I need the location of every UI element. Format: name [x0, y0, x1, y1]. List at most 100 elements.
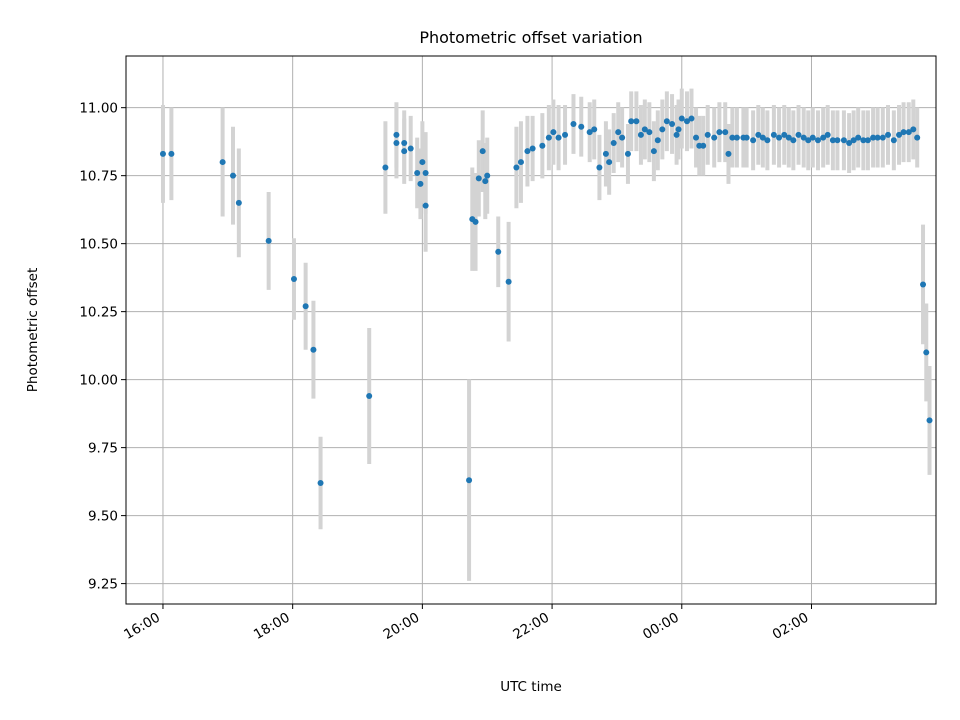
data-point: [659, 126, 666, 133]
data-point: [417, 180, 424, 187]
data-point: [860, 137, 867, 144]
data-point: [820, 134, 827, 141]
data-point: [466, 477, 473, 484]
data-point: [393, 131, 400, 138]
data-point: [422, 202, 429, 209]
data-point: [785, 134, 792, 141]
data-point: [776, 134, 783, 141]
data-point: [759, 134, 766, 141]
data-point: [855, 134, 862, 141]
data-point: [870, 134, 877, 141]
data-point: [419, 159, 426, 166]
data-point: [755, 131, 762, 138]
y-tick-label: 10.00: [79, 373, 118, 389]
data-point: [310, 346, 317, 353]
data-point: [914, 134, 921, 141]
data-point: [628, 118, 635, 125]
data-point: [401, 140, 408, 147]
data-point: [683, 118, 690, 125]
data-point: [646, 129, 653, 136]
data-point: [482, 178, 489, 185]
data-point: [673, 131, 680, 138]
data-point: [302, 303, 309, 310]
data-point: [764, 137, 771, 144]
data-point: [529, 145, 536, 152]
y-axis-ticks: 9.25 9.50 9.75 10.00 10.25 10.50 10.75 11.00: [79, 101, 126, 593]
data-points: [159, 115, 933, 486]
data-point: [591, 126, 598, 133]
data-point: [633, 118, 640, 125]
data-point: [675, 126, 682, 133]
data-point: [790, 137, 797, 144]
y-tick-label: 9.50: [88, 509, 118, 525]
data-point: [401, 148, 408, 155]
data-point: [864, 137, 871, 144]
data-point: [545, 134, 552, 141]
data-point: [524, 148, 531, 155]
y-tick-label: 10.50: [79, 237, 118, 253]
data-point: [578, 123, 585, 130]
data-point: [800, 134, 807, 141]
data-point: [722, 129, 729, 136]
data-point: [824, 131, 831, 138]
data-point: [624, 150, 631, 157]
data-point: [795, 131, 802, 138]
data-point: [475, 175, 482, 182]
data-point: [586, 129, 593, 136]
data-point: [743, 134, 750, 141]
data-point: [834, 137, 841, 144]
plot-frame: [125, 55, 937, 605]
data-point: [168, 150, 175, 157]
data-point: [472, 218, 479, 225]
data-point: [663, 118, 670, 125]
data-point: [219, 159, 226, 166]
data-point: [688, 115, 695, 122]
data-point: [704, 131, 711, 138]
data-point: [422, 169, 429, 176]
data-point: [850, 137, 857, 144]
data-point: [693, 134, 700, 141]
data-point: [615, 129, 622, 136]
data-point: [602, 150, 609, 157]
data-point: [805, 137, 812, 144]
data-point: [896, 131, 903, 138]
data-point: [879, 134, 886, 141]
data-point: [619, 134, 626, 141]
data-point: [159, 150, 166, 157]
data-point: [382, 164, 389, 171]
data-point: [596, 164, 603, 171]
data-point: [920, 281, 927, 288]
data-point: [885, 131, 892, 138]
data-point: [407, 145, 414, 152]
data-point: [539, 142, 546, 149]
data-point: [550, 129, 557, 136]
data-point: [926, 417, 933, 424]
data-point: [235, 199, 242, 206]
data-point: [905, 129, 912, 136]
data-point: [495, 248, 502, 255]
data-point: [641, 126, 648, 133]
data-point: [570, 120, 577, 127]
data-point: [750, 137, 757, 144]
data-point: [840, 137, 847, 144]
data-point: [890, 137, 897, 144]
y-tick-label: 10.75: [79, 169, 118, 185]
data-point: [505, 278, 512, 285]
data-point: [846, 140, 853, 147]
data-point: [716, 129, 723, 136]
data-point: [562, 131, 569, 138]
data-point: [317, 479, 324, 486]
data-point: [606, 159, 613, 166]
data-point: [729, 134, 736, 141]
y-tick-label: 9.75: [88, 441, 118, 457]
data-point: [414, 169, 421, 176]
data-point: [809, 134, 816, 141]
data-point: [393, 140, 400, 147]
x-axis-label: UTC time: [500, 679, 562, 695]
data-point: [517, 159, 524, 166]
data-point: [781, 131, 788, 138]
data-point: [910, 126, 917, 133]
data-point: [669, 120, 676, 127]
chart-title: Photometric offset variation: [419, 28, 642, 47]
